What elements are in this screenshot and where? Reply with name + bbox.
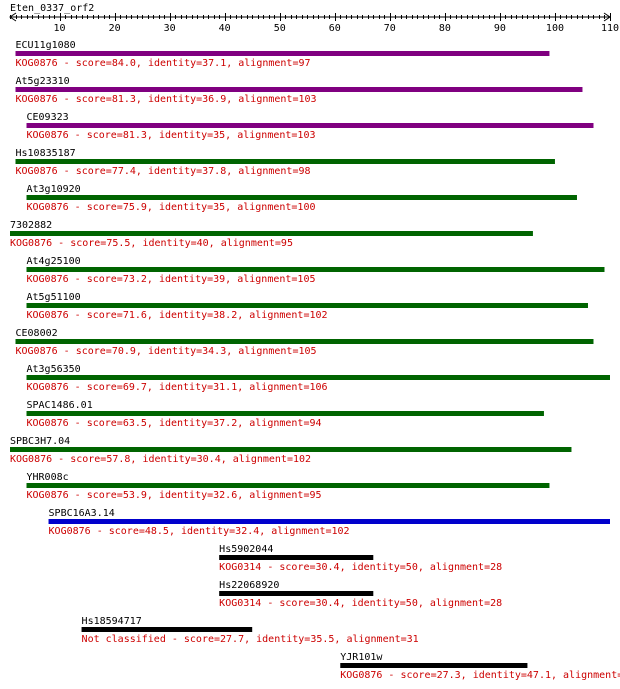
axis-tick-label: 40 [219,23,231,34]
hit-row[interactable]: ECU11g1080 KOG0876 - score=84.0, identity… [15,40,550,69]
axis-tick-label: 10 [54,23,66,34]
hit-description: KOG0876 - score=53.9, identity=32.6, ali… [27,490,322,501]
hit-name[interactable]: Hs10835187 [16,148,76,159]
hit-bar[interactable] [26,411,544,416]
hit-bar[interactable] [10,231,533,236]
hit-description: KOG0876 - score=81.3, identity=35, align… [27,130,316,141]
hit-bar[interactable] [26,195,577,200]
hit-row[interactable]: SPBC16A3.14 KOG0876 - score=48.5, identit… [48,508,611,537]
hit-bar[interactable] [48,519,611,524]
hit-description: KOG0876 - score=57.8, identity=30.4, ali… [10,454,311,465]
hit-row[interactable]: Hs10835187 KOG0876 - score=77.4, identity… [15,148,555,177]
hit-row[interactable]: SPBC3H7.04 KOG0876 - score=57.8, identity… [10,436,572,465]
hit-bar[interactable] [10,447,572,452]
hit-row[interactable]: SPAC1486.01 KOG0876 - score=63.5, identit… [26,400,544,429]
hit-name[interactable]: 7302882 [10,220,52,231]
hit-name[interactable]: At3g56350 [27,364,81,375]
hit-bar[interactable] [26,123,594,128]
hit-row[interactable]: At5g51100 KOG0876 - score=71.6, identity=… [26,292,588,321]
hit-row[interactable]: At3g56350 KOG0876 - score=69.7, identity=… [26,364,611,393]
hit-bar[interactable] [26,483,550,488]
axis-tick-label: 50 [274,23,286,34]
axis-arrow-left [9,12,17,22]
hit-description: KOG0876 - score=71.6, identity=38.2, ali… [27,310,328,321]
hit-description: KOG0314 - score=30.4, identity=50, align… [219,598,502,609]
axis-tick-label: 110 [601,23,619,34]
hit-row[interactable]: Hs22068920 KOG0314 - score=30.4, identity… [219,580,502,609]
hit-name[interactable]: Hs5902044 [219,544,273,555]
hit-name[interactable]: CE09323 [27,112,69,123]
hit-name[interactable]: SPBC16A3.14 [49,508,115,519]
hit-name[interactable]: At5g23310 [16,76,70,87]
hit-name[interactable]: SPAC1486.01 [27,400,93,411]
hit-name[interactable]: CE08002 [16,328,58,339]
hit-description: KOG0314 - score=30.4, identity=50, align… [219,562,502,573]
hit-description: KOG0876 - score=77.4, identity=37.8, ali… [16,166,311,177]
axis-tick-label: 100 [546,23,564,34]
hit-description: KOG0876 - score=48.5, identity=32.4, ali… [49,526,350,537]
hit-bar[interactable] [26,267,605,272]
hit-bar[interactable] [219,555,374,560]
hit-name[interactable]: Hs18594717 [82,616,142,627]
axis-tick-label: 30 [164,23,176,34]
axis-tick-label: 20 [109,23,121,34]
hit-bar[interactable] [81,627,253,632]
hit-row[interactable]: YJR101w KOG0876 - score=27.3, identity=47… [340,652,620,681]
hit-description: KOG0876 - score=75.9, identity=35, align… [27,202,316,213]
hit-bar[interactable] [15,159,555,164]
hit-row[interactable]: At3g10920 KOG0876 - score=75.9, identity=… [26,184,577,213]
hit-description: KOG0876 - score=27.3, identity=47.1, ali… [340,670,620,681]
hit-description: KOG0876 - score=69.7, identity=31.1, ali… [27,382,328,393]
hit-description: KOG0876 - score=84.0, identity=37.1, ali… [16,58,311,69]
axis-arrow-right [603,12,611,22]
hit-name[interactable]: ECU11g1080 [16,40,76,51]
hit-name[interactable]: YJR101w [340,652,383,663]
hit-description: KOG0876 - score=73.2, identity=39, align… [27,274,316,285]
hit-row[interactable]: 7302882 KOG0876 - score=75.5, identity=40… [10,220,533,249]
axis-tick-label: 90 [494,23,506,34]
hit-name[interactable]: SPBC3H7.04 [10,436,70,447]
hit-description: Not classified - score=27.7, identity=35… [82,634,419,645]
hit-bar[interactable] [219,591,374,596]
hit-bar[interactable] [340,663,528,668]
hit-bar[interactable] [26,375,611,380]
hit-name[interactable]: Hs22068920 [219,580,279,591]
hit-row[interactable]: At4g25100 KOG0876 - score=73.2, identity=… [26,256,605,285]
hit-list: ECU11g1080 KOG0876 - score=84.0, identity… [10,40,620,681]
axis-tick-label: 80 [439,23,451,34]
hit-description: KOG0876 - score=63.5, identity=37.2, ali… [27,418,322,429]
hit-description: KOG0876 - score=75.5, identity=40, align… [10,238,293,249]
axis-tick-label: 60 [329,23,341,34]
hit-row[interactable]: CE08002 KOG0876 - score=70.9, identity=34… [15,328,594,357]
hit-row[interactable]: At5g23310 KOG0876 - score=81.3, identity=… [15,76,583,105]
hit-bar[interactable] [26,303,588,308]
axis-tick-label: 70 [384,23,396,34]
hit-bar[interactable] [15,339,594,344]
hit-bar[interactable] [15,87,583,92]
sequence-axis: 10 20 30 40 50 60 70 80 90 100 110 [9,12,619,34]
hit-row[interactable]: Hs5902044 KOG0314 - score=30.4, identity=… [219,544,502,573]
hit-description: KOG0876 - score=81.3, identity=36.9, ali… [16,94,317,105]
hit-description: KOG0876 - score=70.9, identity=34.3, ali… [16,346,317,357]
hit-name[interactable]: At4g25100 [27,256,81,267]
hit-name[interactable]: At3g10920 [27,184,81,195]
hit-name[interactable]: At5g51100 [27,292,81,303]
hit-row[interactable]: YHR008c KOG0876 - score=53.9, identity=32… [26,472,550,501]
hit-name[interactable]: YHR008c [27,472,69,483]
hit-row[interactable]: CE09323 KOG0876 - score=81.3, identity=35… [26,112,594,141]
query-title: Eten_0337_orf2 [10,3,94,14]
hit-row[interactable]: Hs18594717 Not classified - score=27.7, i… [81,616,419,645]
hit-bar[interactable] [15,51,550,56]
